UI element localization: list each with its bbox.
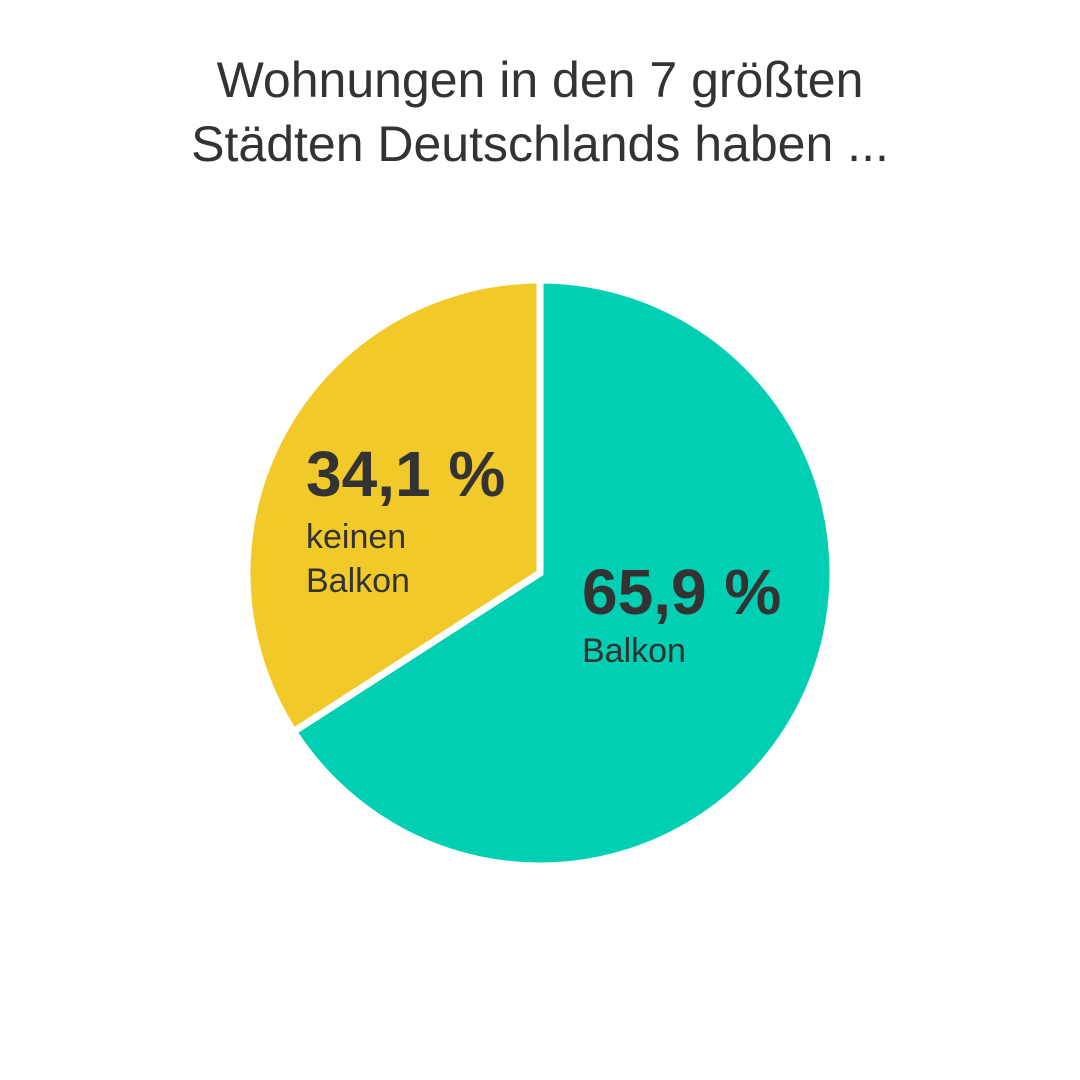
pie-slices <box>243 276 837 870</box>
pie-slice-value-label-0: 65,9 % <box>582 556 781 628</box>
chart-title: Wohnungen in den 7 größten Städten Deuts… <box>0 48 1080 176</box>
pie-slice-0 <box>288 276 837 870</box>
pie-slice-category-label-1-1: Balkon <box>306 562 410 600</box>
pie-slice-category-label-1-0: keinen <box>306 518 406 556</box>
pie-slice-1 <box>243 276 544 737</box>
pie-slice-value-label-1: 34,1 % <box>306 438 505 510</box>
pie-labels: 65,9 % Balkon 34,1 % keinen Balkon <box>306 438 781 670</box>
chart-title-line-2: Städten Deutschlands haben ... <box>191 116 889 172</box>
pie-slice-category-label-0-0: Balkon <box>582 632 686 670</box>
chart-title-line-1: Wohnungen in den 7 größten <box>216 52 864 108</box>
